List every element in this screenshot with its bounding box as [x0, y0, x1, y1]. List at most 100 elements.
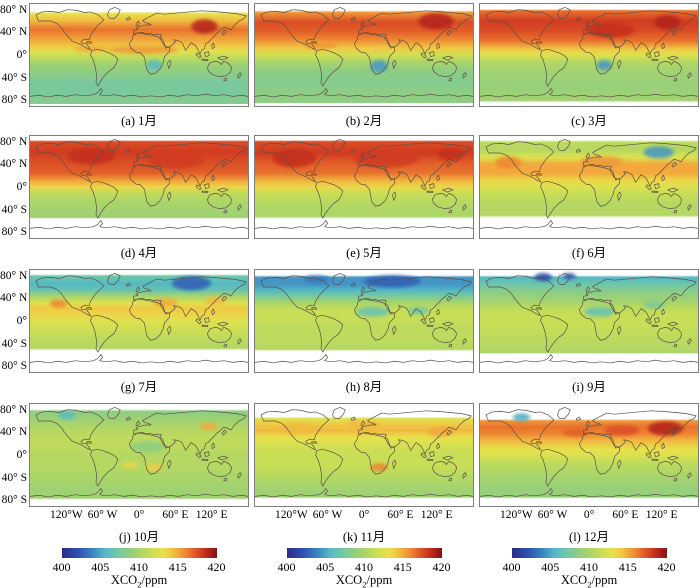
colorbar-unit-label[interactable]: XCO2/ppm	[255, 573, 473, 588]
xco2-anomaly-patch	[302, 275, 330, 284]
colorbar-tick-label[interactable]: 420	[432, 560, 451, 574]
colorbar-tick-label[interactable]: 410	[355, 560, 373, 574]
map-panel-b	[254, 3, 474, 107]
lon-tick-label[interactable]: 120° E	[420, 509, 453, 521]
colorbar-tick-label[interactable]: 410	[130, 560, 148, 574]
panel-caption-k[interactable]: (k) 11月	[342, 530, 386, 544]
colorbar-unit-prefix: XCO	[110, 573, 138, 587]
colorbar-tick-label[interactable]: 415	[393, 560, 412, 574]
colorbar-tick-label[interactable]: 400	[502, 560, 521, 574]
map-panel-k	[254, 403, 474, 507]
panel-caption-d[interactable]: (d) 4月	[120, 246, 158, 260]
xco2-zonal-field	[30, 270, 248, 372]
map-panel-e	[254, 135, 474, 239]
lat-tick-label[interactable]: 40° N	[0, 292, 28, 305]
lat-tick-label[interactable]: 80° N	[0, 3, 28, 16]
xco2-anomaly-patch	[438, 148, 465, 161]
colorbar-unit-prefix: XCO	[560, 573, 588, 587]
panel-caption-b[interactable]: (b) 2月	[345, 114, 383, 128]
panel-caption-e[interactable]: (e) 5月	[346, 246, 382, 260]
panel-caption-h[interactable]: (h) 8月	[345, 380, 383, 394]
lat-tick-label[interactable]: 0°	[16, 181, 27, 193]
lat-tick-label[interactable]: 40° S	[1, 337, 27, 350]
xco2-anomaly-patch	[146, 60, 162, 71]
lat-tick-label[interactable]: 80° N	[0, 135, 28, 148]
colorbar-unit-subscript: 2	[587, 579, 592, 588]
lat-tick-label[interactable]: 80° N	[0, 403, 28, 416]
lat-tick-label[interactable]: 0°	[16, 49, 27, 61]
xco2-anomaly-patch	[418, 13, 454, 30]
xco2-anomaly-patch	[586, 23, 635, 38]
xco2-anomaly-patch	[647, 421, 683, 436]
lat-tick-label[interactable]: 0°	[16, 449, 27, 461]
lon-tick-label[interactable]: 120° E	[645, 509, 678, 521]
colorbar-tick-label[interactable]: 420	[657, 560, 676, 574]
lat-tick-label[interactable]: 40° S	[1, 471, 27, 484]
xco2-anomaly-patch	[407, 306, 430, 315]
panel-caption-i[interactable]: (i) 9月	[572, 380, 606, 394]
lon-tick-label[interactable]: 120°W	[275, 509, 308, 521]
map-panel-c	[479, 3, 699, 107]
lat-tick-label[interactable]: 80° S	[1, 94, 27, 107]
lon-tick-label[interactable]: 0°	[583, 509, 595, 521]
panel-caption-j[interactable]: (j) 10月	[119, 530, 159, 544]
lat-tick-label[interactable]: 40° N	[0, 26, 28, 39]
lat-tick-label[interactable]: 40° S	[1, 71, 27, 84]
lon-tick-label[interactable]: 60° W	[537, 509, 568, 521]
colorbar-tick-label[interactable]: 405	[91, 560, 110, 574]
colorbar-unit-suffix: /ppm	[591, 573, 618, 587]
lat-tick-label[interactable]: 40° N	[0, 158, 28, 171]
colorbar[interactable]	[286, 548, 442, 558]
xco2-anomaly-patch	[49, 299, 68, 308]
lat-tick-label[interactable]: 40° N	[0, 426, 28, 439]
lon-tick-label[interactable]: 0°	[133, 509, 145, 521]
xco2-zonal-field	[255, 404, 473, 506]
lon-tick-label[interactable]: 120°W	[50, 509, 83, 521]
lat-tick-label[interactable]: 40° S	[1, 203, 27, 216]
xco2-anomaly-patch	[584, 306, 616, 317]
xco2-anomaly-patch	[108, 45, 179, 54]
lon-tick-label[interactable]: 120°W	[500, 509, 533, 521]
xco2-anomaly-patch	[604, 425, 640, 436]
lat-tick-label[interactable]: 80° S	[1, 360, 27, 373]
map-panel-h	[254, 269, 474, 373]
map-panel-a	[29, 3, 249, 107]
lon-tick-label[interactable]: 60° E	[612, 509, 639, 521]
panel-caption-f[interactable]: (f) 6月	[571, 246, 607, 260]
lat-tick-label[interactable]: 0°	[16, 315, 27, 327]
lon-tick-label[interactable]: 60° W	[312, 509, 343, 521]
panel-caption-l[interactable]: (l) 12月	[569, 530, 609, 544]
lon-tick-label[interactable]: 60° E	[387, 509, 414, 521]
lon-tick-label[interactable]: 60° W	[87, 509, 118, 521]
colorbar-tick-label[interactable]: 405	[541, 560, 560, 574]
colorbar-tick-label[interactable]: 400	[52, 560, 71, 574]
lon-tick-label[interactable]: 120° E	[195, 509, 228, 521]
xco2-anomaly-patch	[364, 275, 421, 288]
map-panel-l	[479, 403, 699, 507]
colorbar-tick-label[interactable]: 420	[207, 560, 226, 574]
colorbar-unit-suffix: /ppm	[141, 573, 168, 587]
colorbar-tick-label[interactable]: 410	[580, 560, 598, 574]
colorbar-unit-label[interactable]: XCO2/ppm	[30, 573, 248, 588]
colorbar-tick-label[interactable]: 415	[618, 560, 637, 574]
xco2-anomaly-patch	[534, 273, 552, 282]
lat-tick-label[interactable]: 80° S	[1, 226, 27, 239]
colorbar-unit-label[interactable]: XCO2/ppm	[480, 573, 698, 588]
panel-caption-c[interactable]: (c) 3月	[571, 114, 607, 128]
colorbar[interactable]	[511, 548, 667, 558]
lon-tick-label[interactable]: 60° E	[162, 509, 189, 521]
lon-tick-label[interactable]: 0°	[358, 509, 370, 521]
colorbar-tick-label[interactable]: 400	[277, 560, 296, 574]
colorbar[interactable]	[61, 548, 217, 558]
lat-tick-label[interactable]: 80° N	[0, 269, 28, 282]
panel-caption-a[interactable]: (a) 1月	[121, 114, 157, 128]
xco2-anomaly-patch	[370, 463, 388, 472]
lat-tick-label[interactable]: 80° S	[1, 494, 27, 507]
panel-caption-g[interactable]: (g) 7月	[120, 380, 158, 394]
map-panel-f	[479, 135, 699, 239]
colorbar-tick-label[interactable]: 415	[168, 560, 187, 574]
colorbar-tick-label[interactable]: 405	[316, 560, 335, 574]
xco2-anomaly-patch	[654, 15, 681, 30]
xco2-anomaly-patch	[73, 45, 109, 52]
